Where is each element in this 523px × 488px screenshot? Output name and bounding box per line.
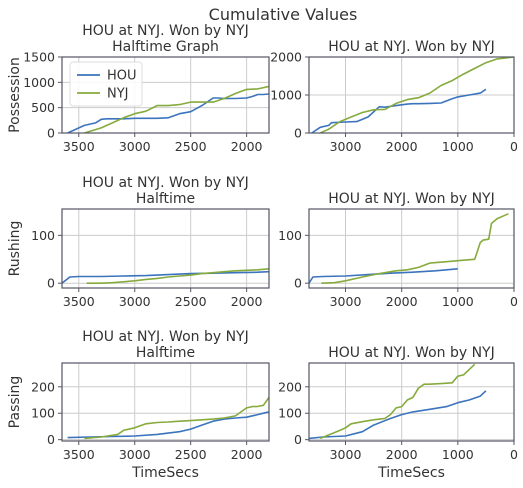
series-group [309, 363, 487, 440]
y-axis-label: Passing [7, 376, 23, 429]
x-tick-label: 3000 [330, 139, 362, 154]
x-tick-label: 2000 [386, 139, 418, 154]
legend-label-nyj: NYJ [107, 87, 129, 102]
series-group [62, 268, 269, 285]
y-tick-label: 100 [31, 228, 55, 243]
series-line-nyj [84, 396, 269, 440]
y-tick-label: 100 [278, 406, 302, 421]
y-tick-label: 1000 [23, 75, 55, 90]
subplot-6: 3000 2000 1000 0 0 100 200 HOU at NYJ. Won by N… [278, 345, 518, 481]
series-line-hou [311, 88, 487, 133]
y-tick-label: 200 [31, 379, 55, 394]
x-tick-label: 1000 [442, 447, 474, 462]
y-tick-label: 100 [31, 406, 55, 421]
x-axis-label: TimeSecs [377, 465, 445, 481]
x-tick-label: 0 [510, 447, 518, 462]
series-group [311, 57, 514, 133]
y-tick-label: 1500 [23, 50, 55, 65]
x-tick-label: 0 [510, 294, 518, 309]
series-group [67, 85, 269, 133]
series-line-hou [62, 270, 269, 284]
y-tick-label: 0 [47, 432, 55, 447]
x-tick-label: 1000 [442, 139, 474, 154]
x-tick-label: 2000 [386, 294, 418, 309]
series-line-hou [67, 93, 269, 133]
figure-title: Cumulative Values [209, 5, 358, 24]
y-tick-label: 500 [31, 100, 55, 115]
plot-frame [61, 208, 270, 289]
y-tick-label: 200 [278, 379, 302, 394]
legend: HOU NYJ [69, 61, 143, 107]
series-line-nyj [84, 85, 269, 133]
x-tick-label: 3000 [119, 294, 151, 309]
series-line-nyj [86, 268, 269, 285]
plot-frame [61, 362, 270, 442]
x-tick-label: 3500 [63, 447, 95, 462]
series-line-hou [67, 411, 269, 439]
y-tick-label: 1000 [270, 88, 302, 103]
series-line-nyj [319, 57, 514, 133]
y-tick-label: 0 [47, 276, 55, 291]
plot-frame [308, 362, 515, 442]
x-tick-label: 3000 [330, 294, 362, 309]
x-tick-label: 3000 [330, 447, 362, 462]
x-tick-label: 1000 [442, 294, 474, 309]
y-tick-label: 0 [294, 432, 302, 447]
series-line-nyj [319, 363, 476, 440]
subplot-title: HOU at NYJ. Won by NYJ [328, 39, 495, 55]
series-group [67, 396, 269, 440]
x-tick-label: 2000 [231, 139, 263, 154]
y-tick-label: 2000 [270, 50, 302, 65]
y-axis-label: Rushing [7, 221, 23, 277]
legend-box [69, 61, 143, 107]
x-tick-label: 3500 [63, 139, 95, 154]
series-line-hou [309, 268, 458, 284]
x-tick-label: 2000 [231, 294, 263, 309]
subplot-1: 3500 3000 2500 2000 0 500 1000 1500 HOU at NYJ. … [7, 23, 270, 154]
x-tick-label: 2000 [231, 447, 263, 462]
series-line-nyj [321, 213, 509, 284]
subplot-5: 3500 3000 2500 2000 0 100 200 HOU at NYJ. Won b… [7, 329, 270, 481]
series-line-hou [309, 390, 487, 440]
subplot-title: HOU at NYJ. Won by NYJ [328, 345, 495, 361]
x-tick-label: 2500 [175, 447, 207, 462]
legend-label-hou: HOU [107, 69, 137, 84]
subplot-title: HOU at NYJ. Won by NYJ [328, 191, 495, 207]
y-axis-label: Possession [7, 57, 23, 133]
subplot-2: 3000 2000 1000 0 0 1000 2000 HOU at NYJ. Won by… [270, 39, 518, 154]
x-tick-label: 3000 [119, 139, 151, 154]
x-tick-label: 2500 [175, 294, 207, 309]
y-tick-label: 0 [47, 126, 55, 141]
y-tick-label: 100 [278, 228, 302, 243]
y-tick-label: 0 [294, 276, 302, 291]
subplot-title: HOU at NYJ. Won by NYJ Halftime Graph [82, 23, 249, 55]
plot-frame [308, 56, 515, 134]
x-tick-label: 3500 [63, 294, 95, 309]
series-group [309, 213, 509, 284]
subplot-3: 3500 3000 2500 2000 0 100 HOU at NYJ. Won by N… [7, 175, 270, 309]
plot-frame [308, 208, 515, 289]
subplot-title: HOU at NYJ. Won by NYJ Halftime [82, 175, 249, 207]
subplot-title: HOU at NYJ. Won by NYJ Halftime [82, 329, 249, 361]
x-tick-label: 3000 [119, 447, 151, 462]
x-tick-label: 0 [510, 139, 518, 154]
x-tick-label: 2500 [175, 139, 207, 154]
y-tick-label: 0 [294, 126, 302, 141]
plot-frame [61, 56, 270, 134]
x-axis-label: TimeSecs [131, 465, 199, 481]
x-tick-label: 2000 [386, 447, 418, 462]
subplot-4: 3000 2000 1000 0 0 100 HOU at NYJ. Won by NYJ [278, 191, 518, 309]
